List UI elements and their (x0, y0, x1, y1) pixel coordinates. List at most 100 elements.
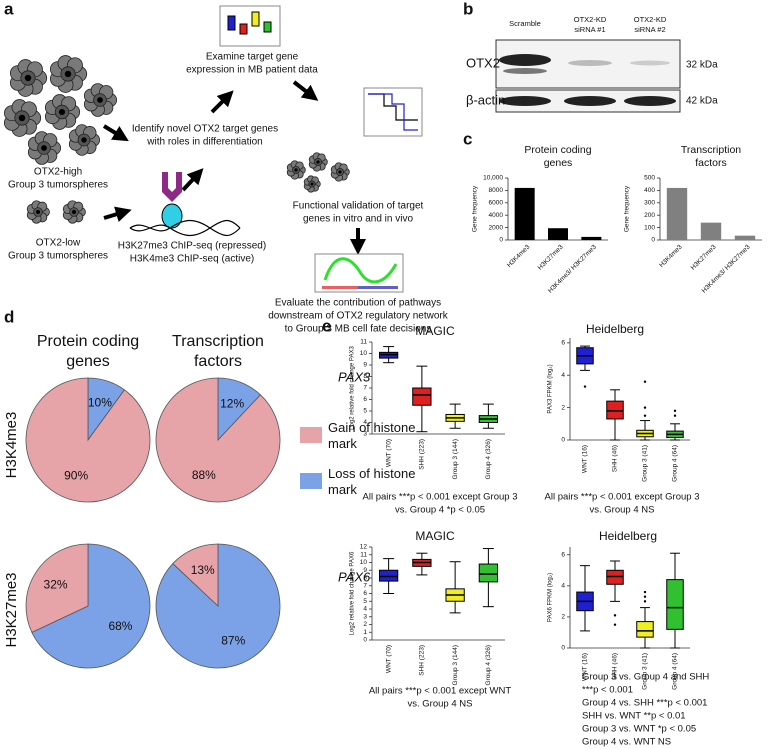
stat-note: All pairs ***p < 0.001 except WNT (369, 686, 511, 697)
outlier (643, 406, 647, 409)
blot-band (630, 60, 670, 66)
x-tick-label: H3K27me3 (690, 243, 718, 271)
diagram-text: Group 3 tumorspheres (8, 251, 108, 262)
bar (581, 236, 602, 240)
chart-title: Transcription (681, 144, 741, 156)
sphere-nucleus (97, 97, 103, 103)
x-tick-label: WNT (16) (582, 653, 589, 681)
diagram-text: Examine target gene (206, 52, 299, 63)
diagram-text: OTX2-low (36, 238, 81, 249)
protein-label: β-actin (466, 92, 505, 107)
outlier (643, 414, 647, 417)
y-tick-label: 6 (561, 340, 565, 347)
stat-note: Group 3 vs. Group 4 and SHH (582, 672, 709, 683)
gene-label: PAX6 (338, 569, 371, 584)
pie-label: 87% (221, 633, 245, 647)
y-axis-label: Gene frequency (624, 185, 631, 232)
box (636, 621, 654, 638)
sphere-nucleus (72, 210, 76, 214)
lane-label: OTX2-KD (634, 15, 667, 24)
chart-title: factors (695, 157, 727, 169)
stat-note: vs. Group 4 NS (590, 505, 655, 516)
panel-label: d (4, 307, 14, 326)
lane-label: siRNA #1 (574, 25, 605, 34)
dna (129, 219, 241, 237)
y-tick-label: 200 (644, 212, 655, 219)
legend-swatch (300, 427, 322, 443)
box (606, 400, 624, 420)
sphere-nucleus (81, 137, 87, 143)
sphere-nucleus (18, 114, 26, 122)
diagram-text: H3K4me3 ChIP-seq (active) (130, 254, 255, 265)
icon-box (227, 15, 236, 31)
stat-note: All pairs ***p < 0.001 except Group 3 (363, 492, 518, 503)
y-tick-label: 0 (651, 237, 655, 244)
panel-label: e (322, 316, 331, 335)
y-tick-label: 5 (363, 598, 367, 605)
y-tick-label: 7 (363, 385, 367, 392)
protein-label: OTX2 (466, 55, 500, 70)
sphere-nucleus (24, 74, 32, 82)
pie-slice (31, 543, 151, 669)
diagram-text: with roles in differentiation (146, 137, 262, 148)
x-tick-label: Group 4 (64) (672, 445, 679, 482)
protein (161, 203, 183, 229)
y-tick-label: 0 (561, 437, 565, 444)
y-tick-label: 0 (363, 637, 367, 644)
y-axis-label: Gene frequency (472, 185, 479, 232)
y-tick-label: 0 (561, 645, 565, 652)
arrow (181, 168, 204, 192)
sphere-nucleus (294, 168, 298, 172)
blot-band (499, 54, 551, 66)
y-tick-label: 3 (363, 431, 367, 438)
diagram-text: expression in MB patient data (186, 65, 318, 76)
diagram-text: Functional validation of target (293, 201, 424, 212)
y-axis-label: Log2 relative fold change PAX3 (350, 346, 356, 430)
y-tick-label: 9 (363, 567, 367, 574)
diagram-text: genes in vitro and in vivo (303, 214, 414, 225)
diagram-text: OTX2-high (34, 167, 82, 178)
y-tick-label: 6 (561, 551, 565, 558)
gene-label: PAX3 (338, 369, 371, 384)
legend-box: Gain of histone mark (328, 420, 415, 451)
blot-band (499, 96, 551, 106)
y-tick-label: 6000 (489, 200, 504, 207)
column-title: genes (66, 353, 110, 370)
y-tick-label: 8 (363, 373, 367, 380)
box (666, 579, 684, 630)
diagram-art (3, 5, 681, 293)
x-tick-label: WNT (16) (582, 445, 589, 473)
pie-label: 90% (64, 469, 88, 483)
y-tick-label: 4 (561, 583, 565, 590)
icon-frame (363, 87, 423, 137)
x-tick-label: SHH (223) (419, 439, 426, 470)
bar (514, 187, 535, 240)
y-tick-label: 7 (363, 582, 367, 589)
pie-label: 13% (191, 563, 215, 577)
chart-title: Protein coding (524, 144, 591, 156)
pie-label: 68% (108, 619, 132, 633)
outlier (643, 590, 647, 594)
outlier (613, 614, 617, 617)
y-tick-label: 400 (644, 187, 655, 194)
diagram-text: to Group 3 MB cell fate decisions (285, 324, 432, 335)
icon-curve (368, 93, 418, 131)
row-label: H3K27me3 (3, 572, 20, 647)
diagram-text: H3K27me3 ChIP-seq (repressed) (118, 241, 266, 252)
bar (548, 228, 568, 240)
lane-label: Scramble (509, 19, 541, 28)
y-tick-label: 1 (363, 629, 367, 636)
column-title: factors (194, 353, 242, 370)
pie-label: 12% (220, 396, 244, 410)
sphere-nucleus (41, 145, 47, 151)
stat-note: ***p < 0.001 (582, 685, 633, 696)
chart-title: MAGIC (415, 324, 455, 338)
pie-slice (155, 377, 281, 503)
stat-note: SHH vs. WNT **p < 0.01 (582, 711, 686, 722)
legend-box: Loss of histone mark (328, 466, 415, 497)
x-tick-label: H3K4me3 (658, 243, 684, 269)
y-axis-label: PAX6 FPKM (log₂) (548, 573, 554, 622)
y-axis-label: PAX3 FPKM (log₂) (548, 364, 554, 413)
icon-box (239, 23, 248, 35)
x-tick-label: Group 3 (41) (642, 653, 649, 690)
